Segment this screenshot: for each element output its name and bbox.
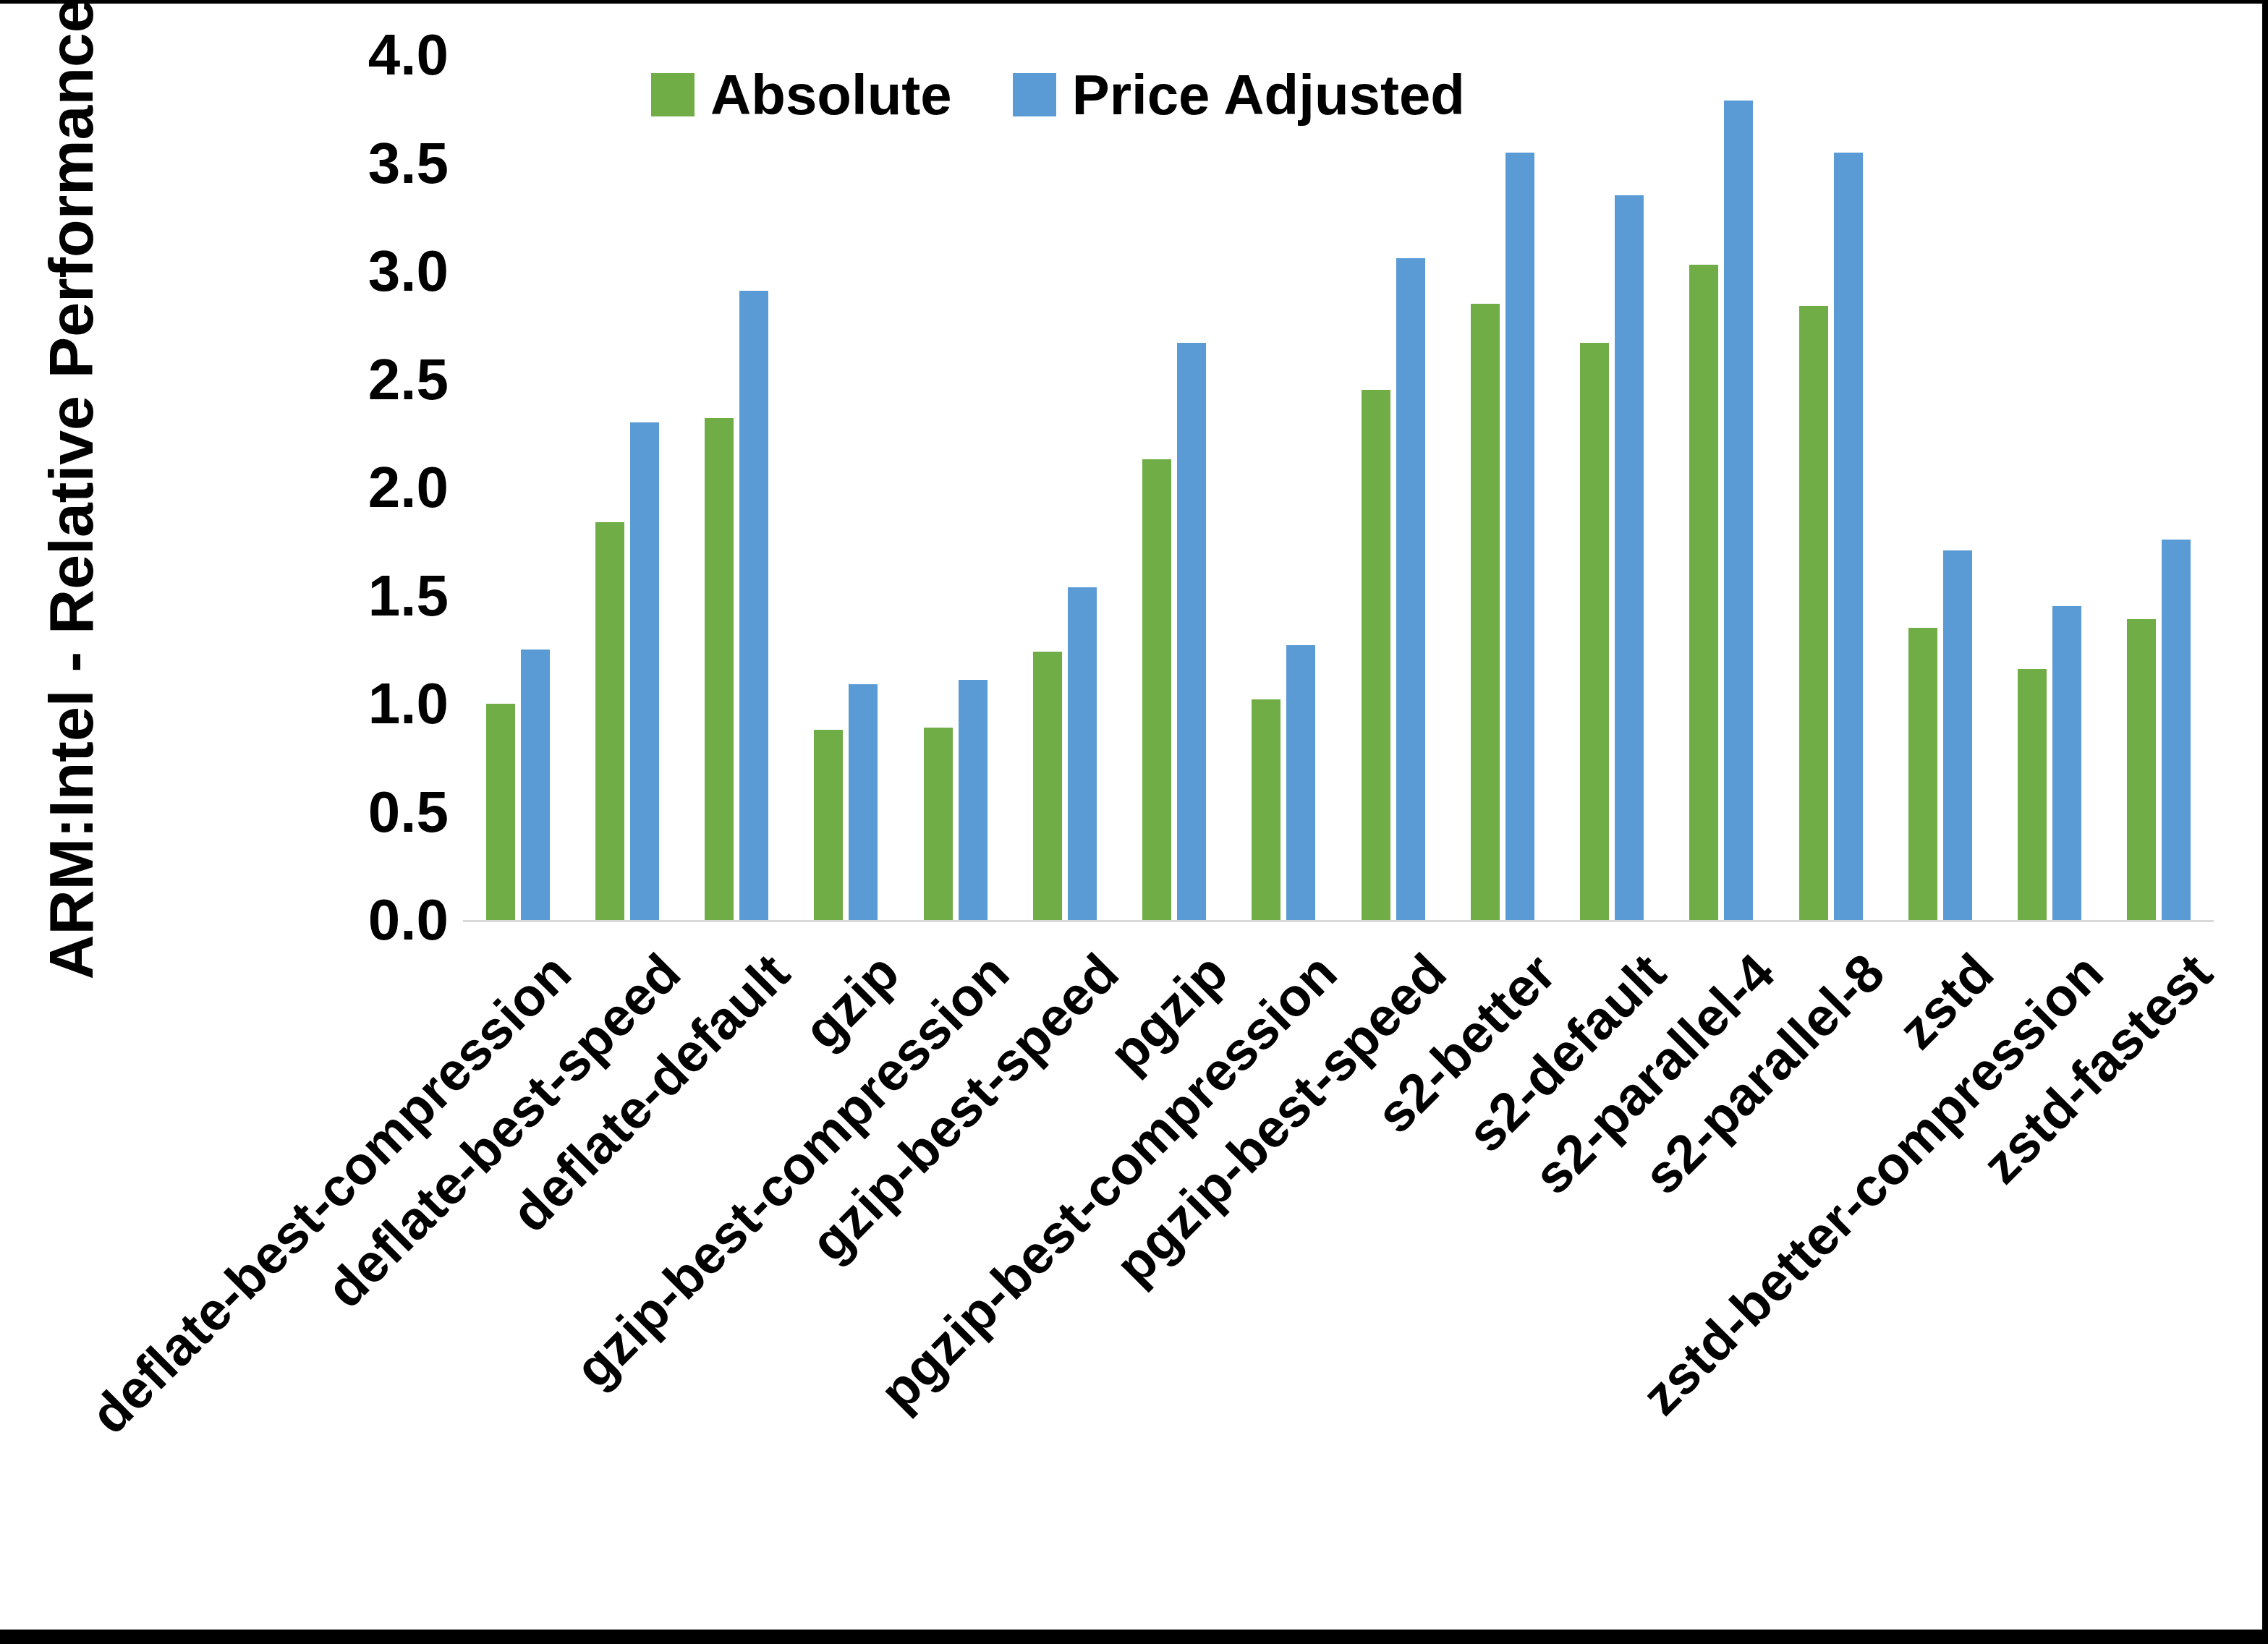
y-tick-label: 2.0 — [232, 459, 449, 516]
bar-price-adjusted — [959, 680, 988, 920]
y-axis-title: ARM:Intel - Relative Performance — [35, 0, 107, 980]
y-tick-label: 0.5 — [232, 783, 449, 841]
bar-absolute — [486, 704, 515, 920]
bar-price-adjusted — [1724, 101, 1753, 920]
y-tick-label: 4.0 — [232, 26, 449, 84]
legend-item-absolute: Absolute — [651, 67, 952, 123]
bar-absolute — [595, 522, 624, 920]
frame-border-top — [0, 0, 2268, 4]
bar-absolute — [1033, 652, 1062, 920]
bar-absolute — [2127, 619, 2156, 920]
bar-price-adjusted — [1068, 587, 1097, 920]
bar-price-adjusted — [2052, 606, 2081, 920]
y-tick-label: 1.0 — [232, 675, 449, 733]
bar-price-adjusted — [849, 684, 878, 920]
bar-absolute — [705, 418, 734, 920]
y-tick-label: 2.5 — [232, 351, 449, 409]
legend-label-price-adjusted: Price Adjusted — [1072, 67, 1465, 123]
bar-price-adjusted — [1834, 153, 1863, 920]
bar-absolute — [1580, 343, 1609, 920]
bar-absolute — [2018, 669, 2047, 920]
frame-border-right — [2262, 0, 2268, 1644]
bar-price-adjusted — [630, 422, 659, 920]
bar-absolute — [1689, 265, 1718, 920]
bar-absolute — [1362, 390, 1390, 920]
bar-price-adjusted — [521, 649, 550, 920]
bar-price-adjusted — [739, 291, 768, 920]
bar-absolute — [1252, 699, 1280, 920]
bar-price-adjusted — [1505, 153, 1534, 920]
bar-absolute — [1908, 628, 1937, 920]
bar-absolute — [1142, 459, 1171, 920]
y-tick-label: 3.0 — [232, 242, 449, 300]
bar-absolute — [814, 730, 843, 920]
legend: Absolute Price Adjusted — [651, 67, 1465, 123]
bar-price-adjusted — [1177, 343, 1206, 920]
bar-price-adjusted — [1286, 645, 1315, 920]
bar-absolute — [1471, 304, 1500, 920]
bar-price-adjusted — [2162, 540, 2191, 920]
bar-absolute — [924, 728, 953, 920]
legend-label-absolute: Absolute — [710, 67, 952, 123]
legend-item-price-adjusted: Price Adjusted — [1013, 67, 1465, 123]
y-tick-label: 3.5 — [232, 135, 449, 192]
y-tick-label: 1.5 — [232, 567, 449, 625]
bar-price-adjusted — [1396, 258, 1425, 920]
bar-price-adjusted — [1615, 195, 1644, 920]
bar-absolute — [1799, 306, 1828, 920]
legend-swatch-price-adjusted — [1013, 73, 1056, 116]
legend-swatch-absolute — [651, 73, 695, 116]
y-tick-label: 0.0 — [232, 891, 449, 949]
frame-border-bottom — [0, 1630, 2268, 1644]
bar-price-adjusted — [1943, 550, 1972, 920]
x-axis-line — [463, 920, 2214, 922]
